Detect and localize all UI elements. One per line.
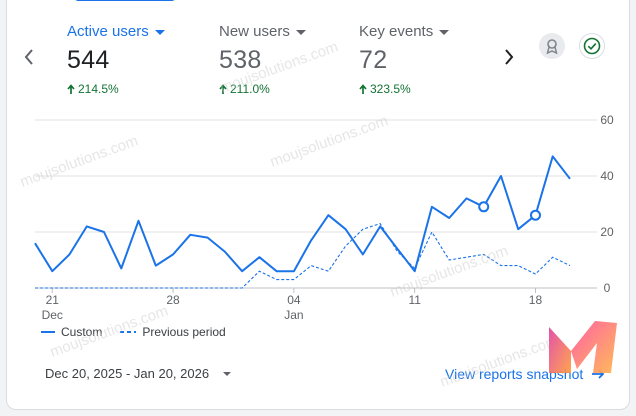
view-reports-label: View reports snapshot (445, 366, 584, 382)
moujsolutions-logo (549, 321, 617, 373)
x-tick-label: 11 (408, 293, 421, 307)
metric-label: New users (219, 23, 290, 40)
next-metrics-button[interactable] (497, 45, 521, 69)
x-tick-sublabel: Jan (284, 308, 303, 322)
caret-down-icon (295, 30, 306, 35)
metric-value: 538 (219, 46, 262, 74)
caret-down-icon (154, 30, 165, 35)
y-tick-label: 40 (600, 169, 614, 183)
check-circle-icon (583, 37, 601, 55)
y-tick-label: 60 (600, 113, 614, 127)
chevron-left-icon (24, 49, 33, 65)
analytics-card: Active users 544 214.5% New users 538 21… (6, 0, 630, 410)
dashed-line-swatch-icon (120, 331, 137, 333)
data-point-marker (478, 201, 490, 213)
x-tick-label: 21 (46, 293, 60, 307)
legend-item-custom: Custom (41, 325, 102, 339)
x-tick-label: 04 (287, 293, 301, 307)
date-range-label: Dec 20, 2025 - Jan 20, 2026 (45, 366, 210, 381)
metric-change: 214.5% (78, 82, 119, 96)
metric-change: 211.0% (230, 82, 270, 96)
metric-new-users[interactable]: New users 538 211.0% (219, 23, 306, 96)
arrow-up-icon (67, 83, 75, 94)
data-quality-button[interactable] (579, 33, 605, 59)
metric-change: 323.5% (370, 82, 411, 96)
metric-value: 544 (67, 46, 110, 74)
legend-label: Custom (61, 325, 103, 339)
arrow-up-icon (219, 83, 227, 94)
metric-value: 72 (359, 46, 388, 74)
legend-item-previous: Previous period (120, 325, 226, 339)
y-tick-label: 0 (604, 281, 611, 295)
metric-label: Key events (359, 23, 434, 40)
arrow-up-icon (359, 83, 367, 94)
metric-key-events[interactable]: Key events 72 323.5% (359, 23, 450, 96)
x-tick-label: 18 (529, 293, 543, 307)
caret-down-icon (439, 30, 450, 35)
metric-active-users[interactable]: Active users 544 214.5% (67, 23, 165, 96)
insights-badge-button[interactable] (539, 33, 565, 59)
data-point-marker (529, 209, 541, 221)
chevron-right-icon (505, 49, 514, 65)
x-tick-label: 28 (166, 293, 180, 307)
active-tab-indicator (75, 0, 175, 1)
prev-metrics-button[interactable] (17, 45, 41, 69)
chart-legend: Custom Previous period (41, 325, 226, 339)
legend-label: Previous period (142, 325, 226, 339)
series-line-custom (34, 155, 571, 273)
ribbon-badge-icon (546, 39, 558, 54)
date-range-picker[interactable]: Dec 20, 2025 - Jan 20, 2026 (45, 366, 232, 381)
y-tick-label: 20 (600, 225, 614, 239)
metric-label: Active users (67, 23, 149, 40)
solid-line-swatch-icon (41, 331, 55, 333)
caret-down-icon (223, 371, 232, 376)
x-tick-sublabel: Dec (42, 308, 63, 322)
